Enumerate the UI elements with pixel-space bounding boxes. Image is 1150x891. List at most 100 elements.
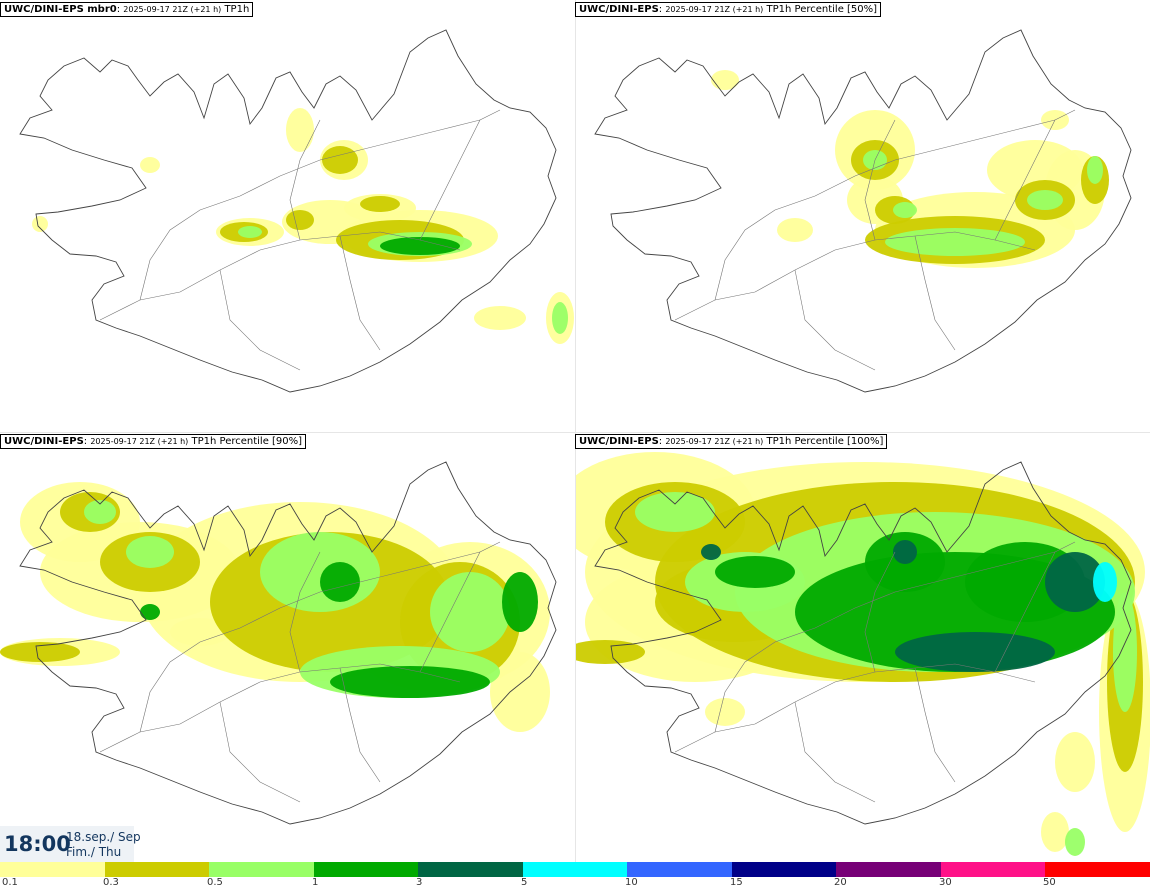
color-scale-swatch bbox=[1045, 862, 1150, 877]
precip-area bbox=[711, 70, 739, 90]
road-line bbox=[339, 235, 381, 351]
precip-area bbox=[474, 306, 526, 330]
precip-area bbox=[893, 540, 917, 564]
precip-area bbox=[715, 556, 795, 588]
precip-area bbox=[32, 216, 48, 232]
precip-area bbox=[286, 210, 314, 230]
panel-title: UWC/DINI-EPS mbr0: 2025-09-17 21Z (+21 h… bbox=[0, 2, 254, 17]
color-scale-swatch bbox=[0, 862, 105, 877]
precip-area bbox=[322, 146, 358, 174]
map-panel-mbr0: UWC/DINI-EPS mbr0: 2025-09-17 21Z (+21 h… bbox=[0, 0, 575, 432]
coastline bbox=[594, 461, 1132, 825]
precip-area bbox=[1087, 156, 1103, 184]
coastline bbox=[19, 29, 557, 393]
precip-area bbox=[330, 666, 490, 698]
road-line bbox=[219, 701, 301, 803]
precip-area bbox=[1027, 190, 1063, 210]
road-line bbox=[914, 235, 956, 351]
panel-title: UWC/DINI-EPS: 2025-09-17 21Z (+21 h) TP1… bbox=[0, 434, 307, 449]
precip-area bbox=[260, 532, 380, 612]
road-line bbox=[289, 551, 321, 673]
color-scale-tick-label: 10 bbox=[625, 877, 638, 888]
panel-divider-horizontal bbox=[0, 432, 1150, 433]
valid-date: 18.sep./ Sep bbox=[66, 830, 141, 844]
precip-area bbox=[84, 500, 116, 524]
road-line bbox=[674, 663, 1036, 753]
precip-area bbox=[1093, 562, 1117, 602]
precip-area bbox=[1055, 732, 1095, 792]
precip-area bbox=[885, 228, 1025, 256]
coastline bbox=[19, 461, 557, 825]
precip-area bbox=[320, 562, 360, 602]
precip-area bbox=[552, 302, 568, 334]
precip-map bbox=[19, 29, 574, 393]
road-line bbox=[714, 551, 1056, 733]
precip-map bbox=[0, 461, 557, 825]
precip-area bbox=[0, 642, 80, 662]
panel-title: UWC/DINI-EPS: 2025-09-17 21Z (+21 h) TP1… bbox=[575, 434, 888, 449]
color-scale-tick-label: 0.5 bbox=[207, 877, 223, 888]
road-line bbox=[994, 109, 1076, 241]
coastline bbox=[594, 29, 1132, 393]
color-scale-tick-label: 20 bbox=[834, 877, 847, 888]
road-line bbox=[714, 119, 1056, 301]
road-line bbox=[419, 109, 501, 241]
road-line bbox=[339, 667, 381, 783]
precip-area bbox=[238, 226, 262, 238]
road-line bbox=[794, 701, 876, 803]
color-scale-swatch bbox=[418, 862, 523, 877]
road-line bbox=[994, 541, 1076, 673]
precip-area bbox=[286, 108, 314, 152]
color-scale-swatch bbox=[836, 862, 941, 877]
road-line bbox=[419, 541, 501, 673]
color-scale-swatch bbox=[731, 862, 837, 877]
precip-area bbox=[635, 492, 715, 532]
color-scale-tick-label: 3 bbox=[416, 877, 423, 888]
precip-area bbox=[502, 572, 538, 632]
road-line bbox=[864, 119, 896, 241]
road-line bbox=[139, 551, 481, 733]
precip-area bbox=[380, 237, 460, 255]
color-scale-swatch bbox=[313, 862, 419, 877]
road-line bbox=[289, 119, 321, 241]
color-scale-tick-label: 5 bbox=[521, 877, 528, 888]
precip-area bbox=[895, 632, 1055, 672]
precip-area bbox=[490, 652, 550, 732]
valid-time: 18:00 bbox=[4, 832, 71, 856]
road-line bbox=[674, 231, 1036, 321]
precip-area bbox=[140, 604, 160, 620]
precip-area bbox=[893, 202, 917, 218]
color-scale-tick-label: 15 bbox=[730, 877, 743, 888]
road-line bbox=[219, 269, 301, 371]
precip-area bbox=[360, 196, 400, 212]
color-scale-tick-label: 1 bbox=[312, 877, 319, 888]
color-scale-swatch bbox=[627, 862, 732, 877]
valid-time-box bbox=[0, 826, 134, 862]
road-line bbox=[99, 231, 461, 321]
color-scale-swatch bbox=[209, 862, 314, 877]
valid-day: Fim./ Thu bbox=[66, 845, 122, 859]
precip-area bbox=[575, 640, 645, 664]
precip-area bbox=[701, 544, 721, 560]
color-scale-swatch bbox=[522, 862, 628, 877]
precip-color-scale bbox=[0, 862, 1150, 877]
map-panel-p100: UWC/DINI-EPS: 2025-09-17 21Z (+21 h) TP1… bbox=[575, 432, 1150, 864]
road-line bbox=[794, 269, 876, 371]
precip-area bbox=[1041, 812, 1069, 852]
precip-area bbox=[705, 698, 745, 726]
precip-area bbox=[126, 536, 174, 568]
panel-divider-vertical bbox=[575, 0, 576, 862]
map-panel-p50: UWC/DINI-EPS: 2025-09-17 21Z (+21 h) TP1… bbox=[575, 0, 1150, 432]
precip-area bbox=[430, 572, 510, 652]
precip-area bbox=[1045, 552, 1105, 612]
road-line bbox=[99, 663, 461, 753]
color-scale-tick-label: 30 bbox=[939, 877, 952, 888]
panel-title: UWC/DINI-EPS: 2025-09-17 21Z (+21 h) TP1… bbox=[575, 2, 882, 17]
precip-area bbox=[170, 618, 230, 646]
precip-map bbox=[575, 452, 1150, 856]
precip-area bbox=[140, 157, 160, 173]
map-panel-p90: UWC/DINI-EPS: 2025-09-17 21Z (+21 h) TP1… bbox=[0, 432, 575, 864]
color-scale-tick-label: 0.1 bbox=[2, 877, 18, 888]
color-scale-tick-label: 0.3 bbox=[103, 877, 119, 888]
precip-area bbox=[777, 218, 813, 242]
